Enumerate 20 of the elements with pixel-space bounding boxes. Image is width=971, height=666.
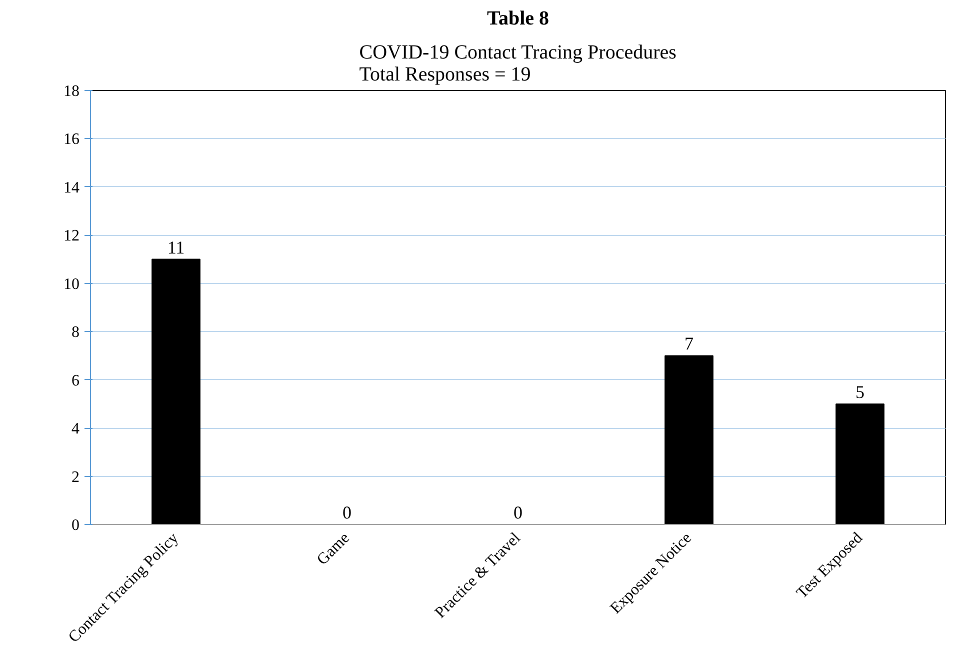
y-tick-label: 6 [72, 372, 80, 390]
y-tick-label: 14 [64, 179, 80, 196]
bar [152, 258, 200, 524]
bar [664, 355, 714, 524]
y-tick-label: 4 [72, 420, 80, 438]
y-tick-label: 18 [64, 83, 80, 100]
bar [836, 403, 884, 524]
chart-subtitle: COVID-19 Contact Tracing Procedures Total Responses = 19 [359, 42, 677, 86]
data-label: 7 [684, 334, 694, 354]
data-label: 0 [514, 502, 522, 522]
y-tick-label: 2 [72, 468, 80, 486]
y-tick-label: 16 [64, 131, 80, 148]
y-tick-label: 12 [64, 228, 80, 245]
data-label: 5 [856, 382, 864, 402]
data-label: 0 [342, 502, 352, 522]
y-tick-label: 0 [72, 517, 80, 534]
y-tick-label: 8 [72, 324, 80, 342]
chart-title: Table 8 [486, 8, 550, 30]
data-label: 11 [167, 237, 185, 258]
y-tick-label: 10 [64, 276, 80, 293]
